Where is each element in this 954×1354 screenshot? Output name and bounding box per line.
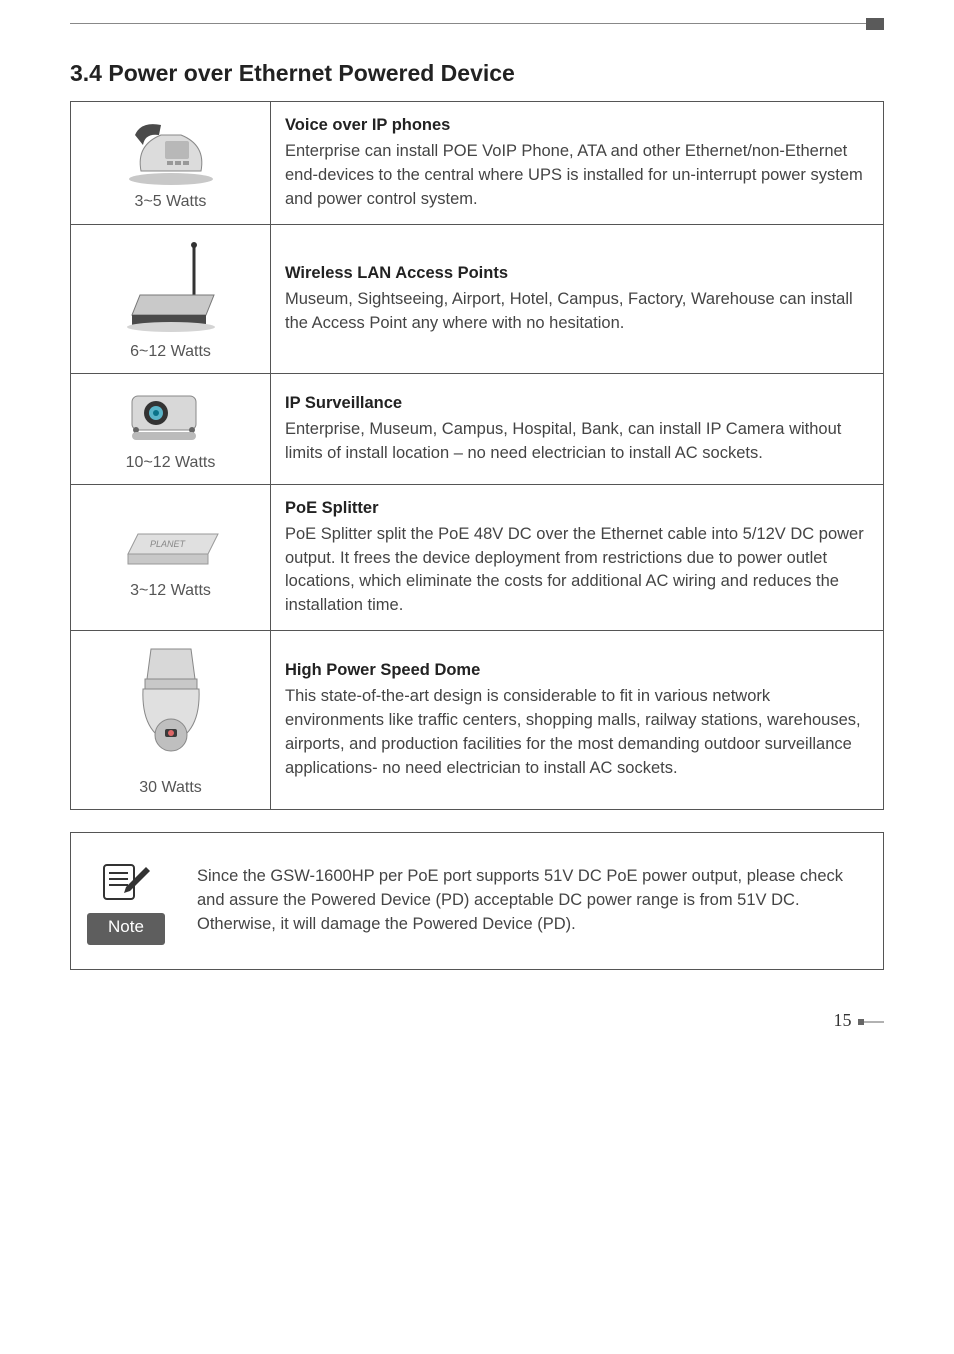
device-table: 3~5 Watts Voice over IP phones Enterpris…	[70, 101, 884, 810]
device-desc: High Power Speed Dome This state-of-the-…	[271, 631, 884, 810]
phone-icon	[121, 115, 221, 187]
watt-label: 3~5 Watts	[135, 193, 207, 211]
device-heading: Wireless LAN Access Points	[285, 262, 869, 286]
page-ornament-icon	[856, 1016, 884, 1026]
table-row: 30 Watts High Power Speed Dome This stat…	[71, 631, 884, 810]
device-icon-cell: 10~12 Watts	[71, 373, 271, 484]
device-desc: PoE Splitter PoE Splitter split the PoE …	[271, 484, 884, 631]
device-icon-cell: 30 Watts	[71, 631, 271, 810]
svg-text:PLANET: PLANET	[150, 539, 187, 549]
note-label: Note	[87, 913, 165, 945]
watt-label: 6~12 Watts	[130, 343, 211, 361]
device-desc: IP Surveillance Enterprise, Museum, Camp…	[271, 373, 884, 484]
device-icon-cell: 6~12 Watts	[71, 224, 271, 373]
watt-label: 10~12 Watts	[126, 454, 216, 472]
table-row: PLANET 3~12 Watts PoE Splitter PoE Split…	[71, 484, 884, 631]
page-number-value: 15	[834, 1010, 852, 1030]
speed-dome-icon	[121, 643, 221, 773]
device-heading: Voice over IP phones	[285, 114, 869, 138]
watt-label: 30 Watts	[139, 779, 202, 797]
watt-label: 3~12 Watts	[130, 582, 211, 600]
table-row: 6~12 Watts Wireless LAN Access Points Mu…	[71, 224, 884, 373]
access-point-icon	[116, 237, 226, 337]
ip-camera-icon	[126, 386, 216, 448]
device-body: PoE Splitter split the PoE 48V DC over t…	[285, 525, 864, 615]
note-text: Since the GSW-1600HP per PoE port suppor…	[181, 833, 884, 970]
header-rule	[70, 23, 866, 24]
device-desc: Wireless LAN Access Points Museum, Sight…	[271, 224, 884, 373]
device-heading: High Power Speed Dome	[285, 659, 869, 683]
device-body: This state-of-the-art design is consider…	[285, 687, 861, 777]
device-heading: IP Surveillance	[285, 392, 869, 416]
device-desc: Voice over IP phones Enterprise can inst…	[271, 102, 884, 225]
poe-splitter-icon: PLANET	[116, 514, 226, 576]
page-number: 15	[70, 1010, 884, 1031]
table-row: 3~5 Watts Voice over IP phones Enterpris…	[71, 102, 884, 225]
device-icon-cell: 3~5 Watts	[71, 102, 271, 225]
header-tab	[866, 18, 884, 30]
table-row: 10~12 Watts IP Surveillance Enterprise, …	[71, 373, 884, 484]
note-icon	[94, 857, 158, 905]
note-icon-cell: Note	[71, 833, 182, 970]
device-body: Enterprise can install POE VoIP Phone, A…	[285, 142, 863, 208]
section-title: 3.4 Power over Ethernet Powered Device	[70, 60, 884, 87]
device-icon-cell: PLANET 3~12 Watts	[71, 484, 271, 631]
note-box: Note Since the GSW-1600HP per PoE port s…	[70, 832, 884, 970]
device-body: Museum, Sightseeing, Airport, Hotel, Cam…	[285, 290, 853, 332]
device-heading: PoE Splitter	[285, 497, 869, 521]
device-body: Enterprise, Museum, Campus, Hospital, Ba…	[285, 420, 841, 462]
